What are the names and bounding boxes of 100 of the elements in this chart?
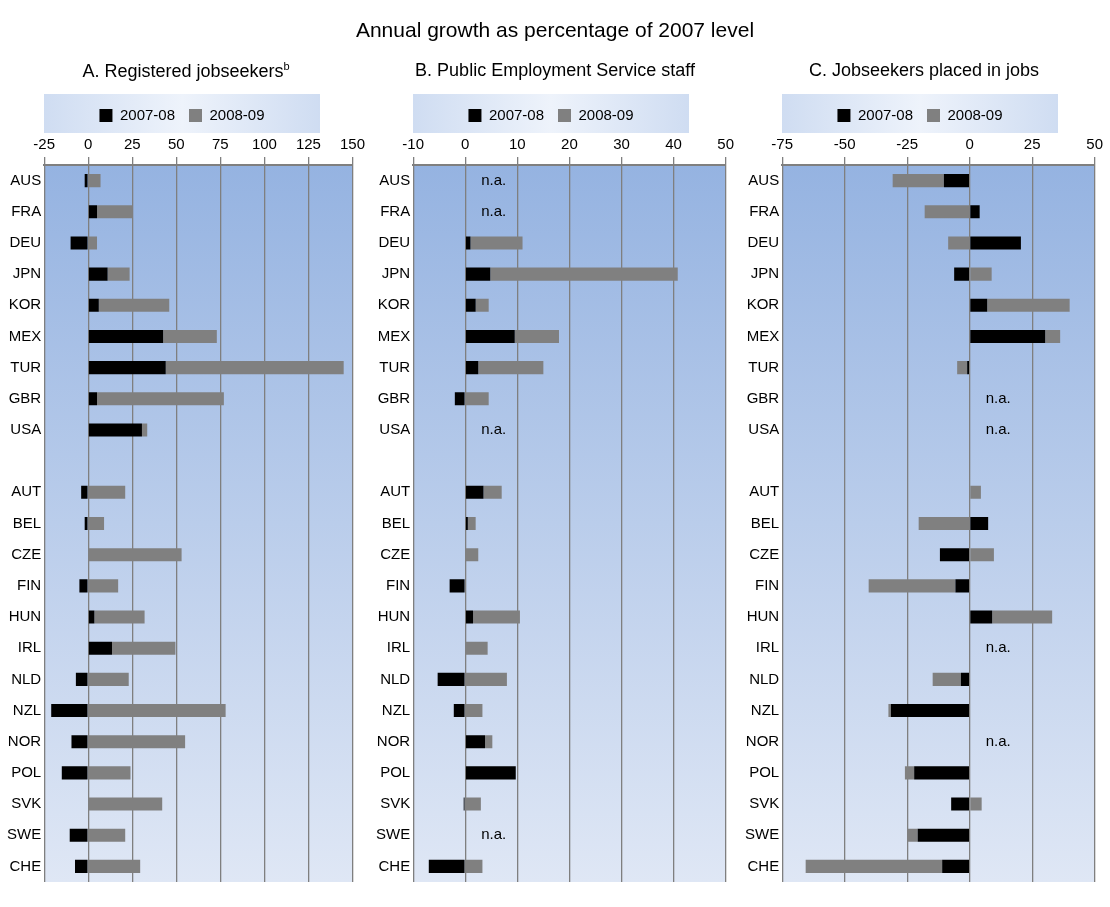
bar <box>932 672 961 686</box>
annotation: n.a. <box>481 420 507 438</box>
bar <box>957 361 968 375</box>
y-tick-label: HUN <box>377 607 411 625</box>
x-tick-label: 100 <box>251 135 277 153</box>
annotation: n.a. <box>985 420 1011 438</box>
bar <box>970 298 988 312</box>
y-tick-label: NLD <box>380 669 411 687</box>
bar <box>437 672 465 686</box>
bar <box>485 735 493 749</box>
bar <box>914 766 970 780</box>
bar <box>890 704 970 718</box>
y-tick-label: BEL <box>381 513 411 531</box>
bar <box>454 392 465 406</box>
legend-label: 2007-08 <box>119 105 176 123</box>
x-tick-label: 50 <box>167 135 185 153</box>
annotation: n.a. <box>481 825 507 843</box>
y-tick-label: JPN <box>12 264 42 282</box>
y-tick-label: AUT <box>11 482 42 500</box>
y-tick-label: CHE <box>378 856 411 874</box>
y-tick-label: JPN <box>750 264 780 282</box>
y-tick-label: GBR <box>377 388 411 406</box>
y-tick-label: NZL <box>381 700 411 718</box>
bar <box>465 329 515 343</box>
bar <box>960 672 970 686</box>
annotation: n.a. <box>985 388 1011 406</box>
legend-label: 2008-09 <box>947 105 1003 123</box>
x-tick-label: 50 <box>1086 135 1103 153</box>
y-tick-label: POL <box>749 763 780 781</box>
y-tick-label: NOR <box>7 731 42 749</box>
x-tick-label: 50 <box>717 135 734 153</box>
bar <box>75 672 88 686</box>
chart-title: B. Public Employment Service staff <box>414 60 696 82</box>
x-tick-label: 40 <box>665 135 682 153</box>
x-tick-label: 10 <box>508 135 526 153</box>
x-tick-label: 25 <box>123 135 141 153</box>
legend-label: 2007-08 <box>857 105 914 123</box>
y-tick-label: BEL <box>12 513 42 531</box>
bar <box>917 828 970 842</box>
y-tick-label: IRL <box>755 638 780 656</box>
bar <box>449 579 465 593</box>
y-tick-label: DEU <box>747 233 780 251</box>
annotation: n.a. <box>985 731 1011 749</box>
x-tick-label: -75 <box>771 135 794 153</box>
chart-title: A. Registered jobseekers$^{b}$ <box>81 60 291 83</box>
y-tick-label: CZE <box>380 544 411 562</box>
y-tick-label: MEX <box>377 326 411 344</box>
bar <box>81 485 88 499</box>
y-tick-label: FIN <box>17 575 42 593</box>
y-tick-label: BEL <box>750 513 780 531</box>
y-tick-label: SWE <box>7 825 42 843</box>
y-tick-label: HUN <box>8 607 42 625</box>
y-tick-label: GBR <box>746 388 780 406</box>
y-tick-label: GBR <box>8 388 42 406</box>
y-tick-label: DEU <box>9 233 42 251</box>
y-tick-label: SWE <box>745 825 780 843</box>
y-tick-label: CHE <box>747 856 780 874</box>
bar <box>475 298 489 312</box>
bar <box>88 205 98 219</box>
y-tick-label: KOR <box>8 295 42 313</box>
bar <box>465 298 476 312</box>
bar <box>51 704 88 718</box>
y-tick-label: TUR <box>10 357 42 375</box>
bar <box>61 766 88 780</box>
x-tick-label: 20 <box>561 135 578 153</box>
bar <box>71 735 88 749</box>
chart-title: C. Jobseekers placed in jobs <box>807 60 1041 82</box>
bar <box>88 267 108 281</box>
bar <box>107 267 130 281</box>
y-tick-label: SVK <box>749 794 780 812</box>
y-tick-label: NOR <box>376 731 411 749</box>
y-tick-label: FIN <box>755 575 780 593</box>
y-tick-label: USA <box>379 420 411 438</box>
x-tick-label: 25 <box>1023 135 1041 153</box>
bar <box>88 610 95 624</box>
y-tick-label: POL <box>380 763 411 781</box>
x-tick-label: 150 <box>339 135 365 153</box>
bar <box>955 579 970 593</box>
bar <box>483 485 502 499</box>
bar <box>939 548 970 562</box>
y-tick-label: DEU <box>378 233 411 251</box>
y-tick-label: CZE <box>11 544 42 562</box>
y-tick-label: AUS <box>379 170 411 188</box>
x-tick-label: 125 <box>295 135 321 153</box>
bar <box>79 579 88 593</box>
y-tick-label: MEX <box>746 326 780 344</box>
bar <box>88 392 98 406</box>
y-tick-label: SVK <box>11 794 42 812</box>
bar <box>88 641 112 655</box>
y-tick-label: FRA <box>11 201 42 219</box>
x-tick-label: -10 <box>402 135 425 153</box>
bar <box>84 516 88 531</box>
bar <box>88 298 99 312</box>
bar <box>465 361 479 375</box>
y-tick-label: NLD <box>11 669 42 687</box>
y-tick-label: NZL <box>12 700 42 718</box>
x-tick-label: -25 <box>896 135 919 153</box>
y-tick-label: FIN <box>386 575 411 593</box>
annotation: n.a. <box>985 638 1011 656</box>
y-tick-label: AUT <box>749 482 780 500</box>
